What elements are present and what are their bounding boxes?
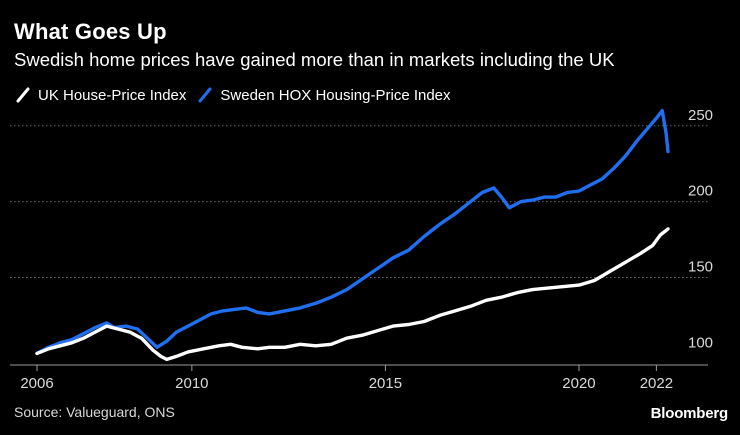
x-tick-label-2022: 2022 bbox=[640, 375, 673, 392]
x-tick-label-2020: 2020 bbox=[562, 375, 595, 392]
x-tick-label-2006: 2006 bbox=[20, 375, 53, 392]
y-tick-label-100: 100 bbox=[688, 334, 713, 351]
y-tick-label-250: 250 bbox=[688, 107, 713, 124]
x-tick-label-2010: 2010 bbox=[175, 375, 208, 392]
y-tick-label-200: 200 bbox=[688, 183, 713, 200]
chart-subtitle: Swedish home prices have gained more tha… bbox=[14, 49, 615, 70]
legend-item-uk: UK House-Price Index bbox=[14, 86, 186, 104]
x-tick-label-2015: 2015 bbox=[369, 375, 402, 392]
legend-label-sweden: Sweden HOX Housing-Price Index bbox=[220, 86, 451, 104]
chart-title: What Goes Up bbox=[14, 19, 167, 44]
series-line-uk bbox=[35, 227, 670, 362]
legend-label-uk: UK House-Price Index bbox=[38, 86, 187, 104]
series-line-sweden bbox=[35, 108, 670, 356]
legend-slash-icon-uk bbox=[14, 86, 32, 104]
y-tick-label-150: 150 bbox=[688, 259, 713, 276]
bloomberg-logo: Bloomberg bbox=[650, 405, 729, 422]
legend: UK House-Price Index Sweden HOX Housing-… bbox=[14, 86, 451, 104]
source-note: Source: Valueguard, ONS bbox=[14, 404, 175, 420]
legend-item-sweden: Sweden HOX Housing-Price Index bbox=[196, 86, 451, 104]
legend-slash-icon-sweden bbox=[196, 86, 214, 104]
